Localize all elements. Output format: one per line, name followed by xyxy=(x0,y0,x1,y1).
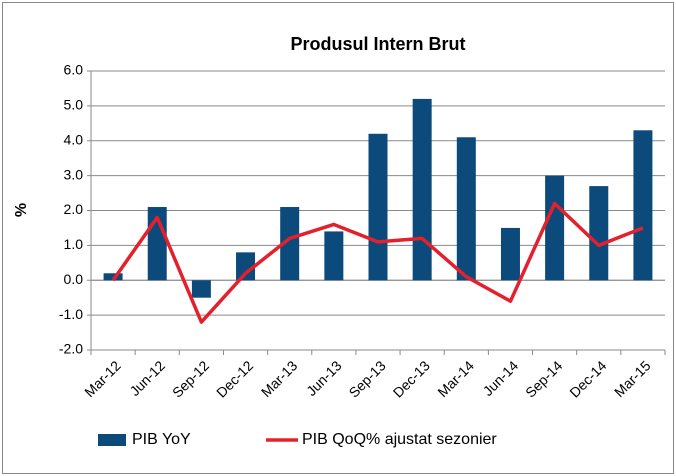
y-tick-label: 2.0 xyxy=(64,201,84,217)
y-axis-label: % xyxy=(13,203,30,217)
y-tick-label: 0.0 xyxy=(64,271,84,287)
line xyxy=(111,201,644,324)
y-tick-label: 6.0 xyxy=(64,62,84,78)
bar xyxy=(324,231,344,281)
y-tick-label: -1.0 xyxy=(59,306,83,322)
bar xyxy=(280,207,300,281)
bar xyxy=(500,227,520,281)
bar xyxy=(412,98,432,281)
bar xyxy=(236,252,256,281)
bar xyxy=(589,186,609,281)
chart-title: Produsul Intern Brut xyxy=(291,34,466,54)
legend-label: PIB QoQ% ajustat sezonier xyxy=(302,431,497,448)
y-tick-label: 5.0 xyxy=(64,97,84,113)
bar xyxy=(545,175,565,281)
bar xyxy=(368,133,388,281)
legend-swatch xyxy=(98,434,126,446)
bar xyxy=(633,130,653,281)
y-tick-label: 4.0 xyxy=(64,131,84,147)
legend-label: PIB YoY xyxy=(132,431,191,448)
bar xyxy=(191,280,211,298)
bar xyxy=(456,137,476,281)
y-tick-label: 3.0 xyxy=(64,166,84,182)
y-tick-label: -2.0 xyxy=(59,341,83,357)
y-tick-label: 1.0 xyxy=(64,236,84,252)
bar xyxy=(103,273,123,281)
